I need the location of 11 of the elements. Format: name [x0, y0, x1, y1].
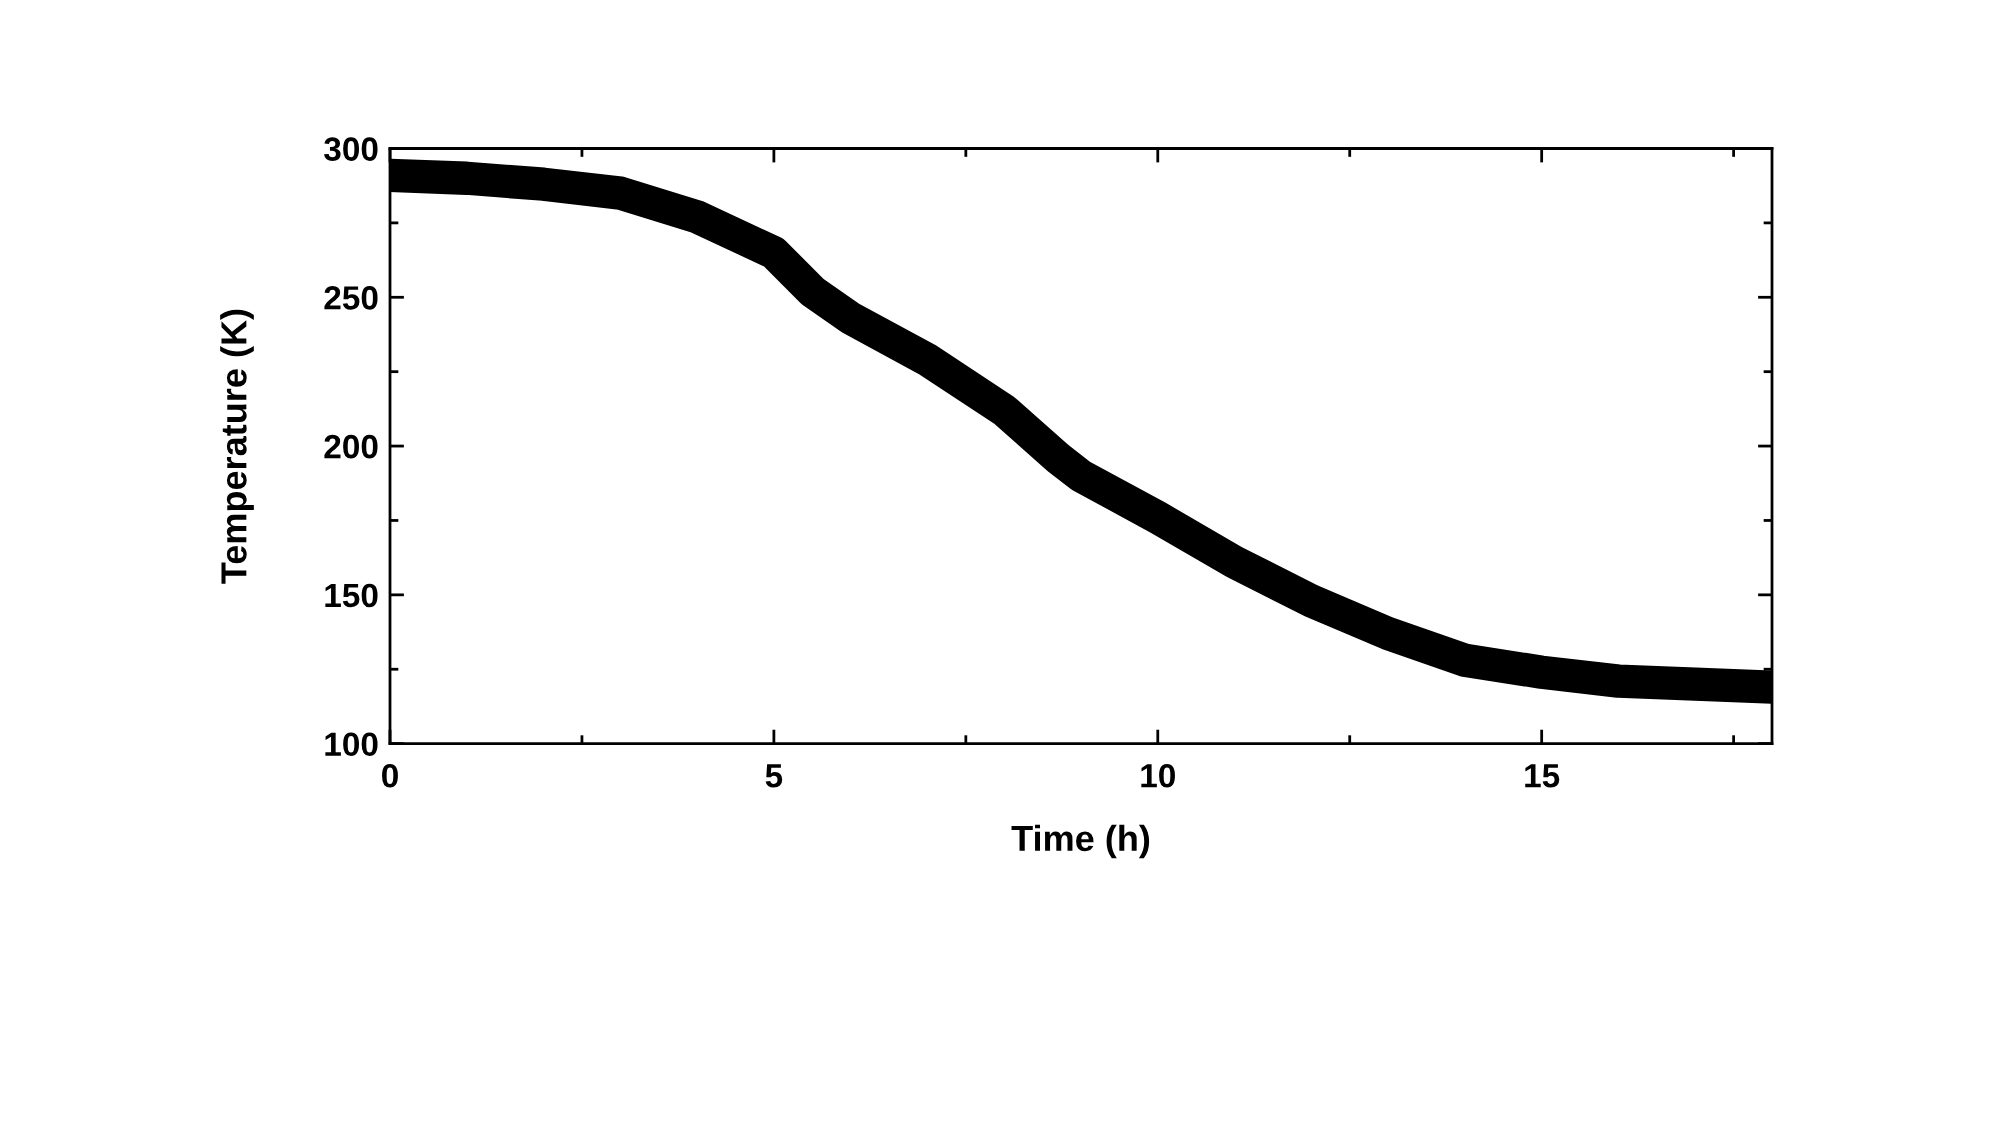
y-tick-label: 250 — [324, 286, 378, 310]
y-tick-label: 200 — [324, 434, 378, 459]
y-axis-title: Temperature (K) — [220, 309, 254, 584]
x-tick-label: 5 — [765, 764, 783, 788]
x-tick-label: 0 — [382, 763, 398, 788]
x-tick-label: 15 — [1525, 764, 1560, 788]
x-axis-title: Time (h) — [1011, 824, 1150, 859]
x-tick-label: 10 — [1141, 763, 1175, 788]
y-tick-label: 300 — [324, 137, 378, 161]
y-tick-label: 100 — [325, 732, 378, 757]
y-tick-label: 150 — [325, 583, 378, 608]
